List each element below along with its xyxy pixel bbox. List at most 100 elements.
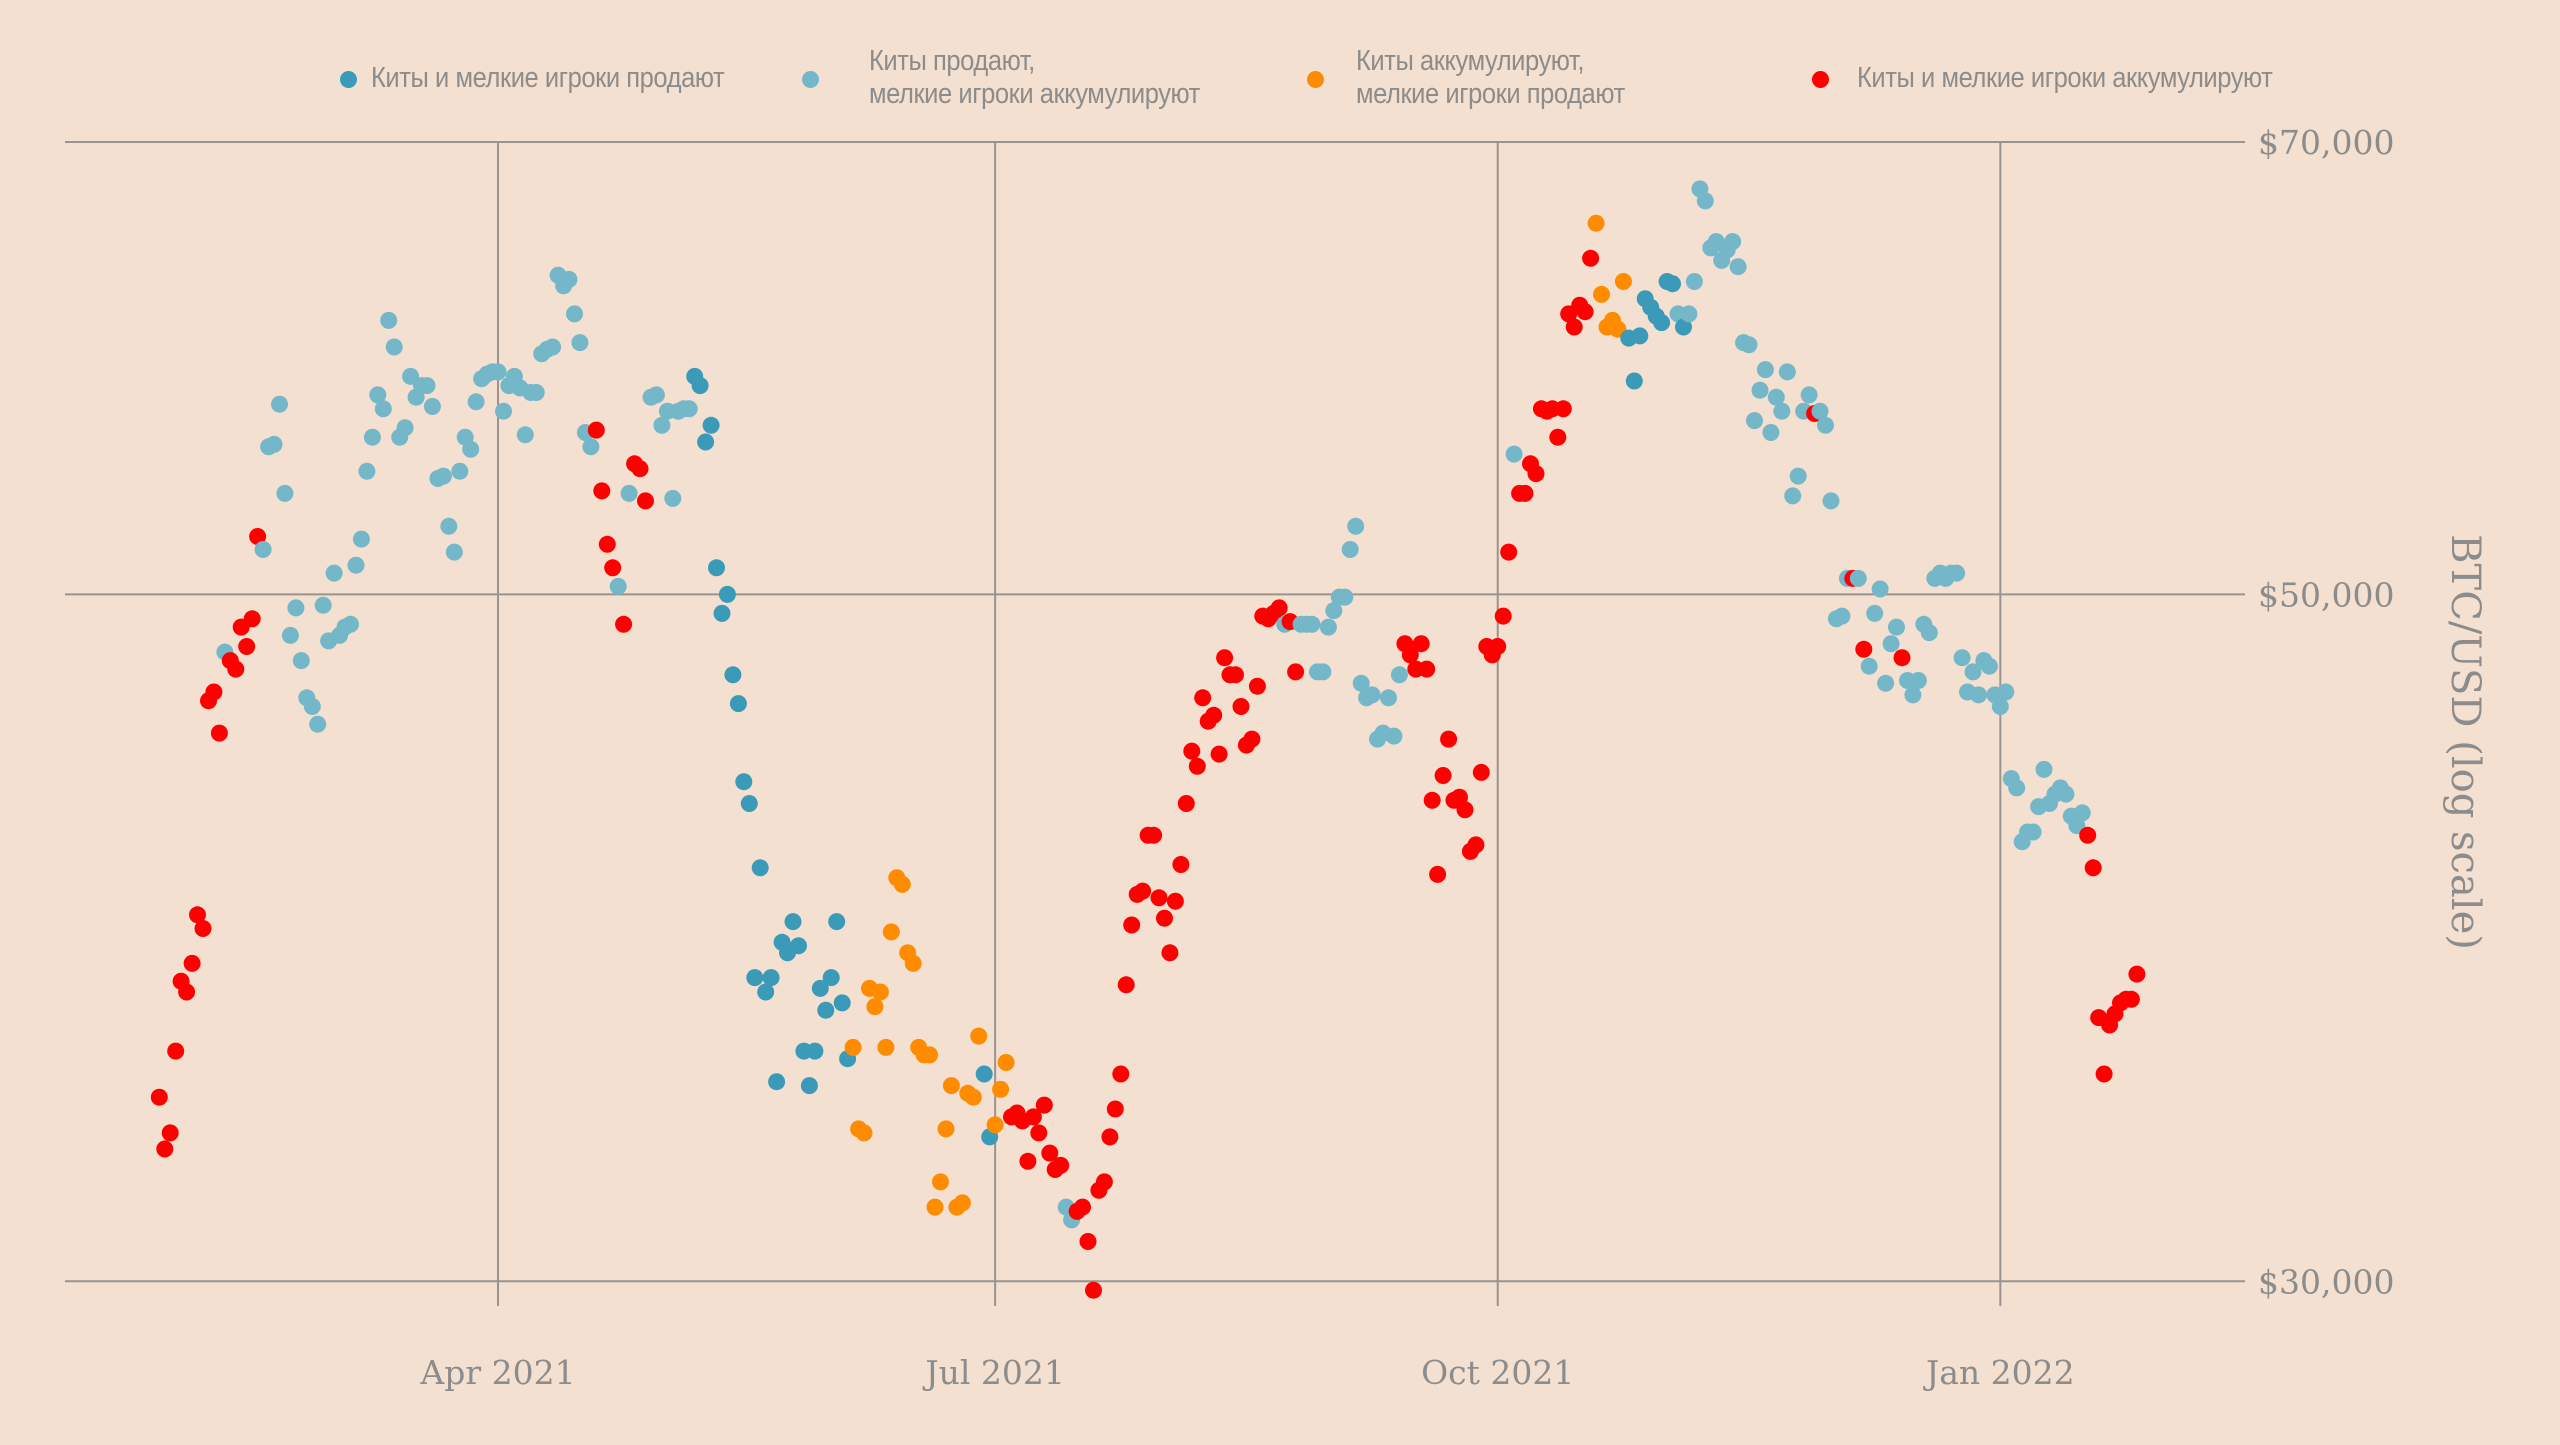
data-point (1860, 657, 1878, 675)
data-point (276, 484, 294, 502)
data-point (1194, 689, 1212, 707)
data-point (593, 482, 611, 500)
data-point (1303, 615, 1321, 633)
data-point (1833, 607, 1851, 625)
data-point (828, 913, 846, 931)
data-point (369, 386, 387, 404)
data-point (1505, 445, 1523, 463)
data-point (1390, 666, 1408, 684)
data-point (1549, 428, 1567, 446)
data-point (2128, 965, 2146, 983)
data-point (1653, 314, 1671, 332)
data-point (1866, 604, 1884, 622)
data-point (1456, 801, 1474, 819)
data-point (1412, 635, 1430, 653)
data-point (953, 1194, 971, 1212)
data-point (1680, 305, 1698, 323)
data-point (1778, 363, 1796, 381)
data-point (1188, 757, 1206, 775)
y-tick-label: $50,000 (2258, 575, 2394, 614)
data-point (1980, 657, 1998, 675)
data-point (757, 983, 775, 1001)
data-point (451, 462, 469, 480)
data-point (1675, 318, 1692, 336)
data-point (1893, 649, 1911, 667)
data-point (735, 773, 753, 791)
data-point (1347, 517, 1365, 535)
legend-item-whales-accumulate-small-sell: Киты аккумулируют, мелкие игроки продают (1307, 45, 1661, 111)
data-point (566, 305, 583, 323)
data-point (1762, 424, 1780, 441)
data-point (587, 421, 605, 439)
data-point (1106, 1100, 1124, 1118)
data-point (1385, 727, 1403, 745)
data-point (921, 1046, 939, 1064)
data-point (2122, 990, 2140, 1008)
data-point (1227, 666, 1244, 684)
data-point (1112, 1065, 1130, 1083)
y-tick-label: $70,000 (2258, 123, 2394, 162)
x-tick-label: Jan 2022 (1923, 1353, 2075, 1392)
data-point (396, 419, 414, 437)
legend-dot-icon (340, 71, 357, 88)
grid (65, 141, 2245, 1306)
data-point (740, 795, 758, 812)
data-point (352, 530, 370, 548)
data-point (691, 377, 709, 395)
data-point (2073, 804, 2091, 822)
data-point (631, 460, 649, 478)
data-point (1287, 663, 1305, 681)
data-point (440, 517, 458, 535)
data-point (604, 559, 622, 577)
data-point (1696, 192, 1714, 210)
data-point (1434, 767, 1452, 784)
data-point (1210, 745, 1228, 763)
data-point (303, 698, 321, 715)
data-point (254, 541, 272, 558)
data-point (598, 535, 616, 553)
data-point (1664, 275, 1681, 293)
data-point (1855, 640, 1873, 658)
data-point (2079, 826, 2097, 844)
data-point (1631, 327, 1649, 345)
data-point (1156, 909, 1173, 927)
data-point (243, 610, 261, 628)
x-tick-label: Oct 2021 (1421, 1353, 1574, 1392)
data-point (1882, 635, 1900, 653)
legend-dot-icon (1812, 71, 1829, 88)
data-point (516, 426, 534, 444)
data-point (762, 969, 780, 987)
data-point (167, 1042, 185, 1060)
data-point (1685, 273, 1703, 290)
data-point (653, 416, 671, 434)
data-point (1248, 677, 1266, 695)
data-point (1079, 1233, 1097, 1250)
data-point (746, 969, 764, 987)
data-point (790, 937, 807, 955)
data-point (347, 556, 365, 574)
data-points (150, 180, 2146, 1299)
data-point (932, 1173, 949, 1191)
data-point (1527, 465, 1545, 483)
data-point (1341, 541, 1359, 558)
data-point (292, 652, 310, 670)
data-point (1052, 1156, 1070, 1174)
data-point (986, 1116, 1004, 1134)
data-point (2024, 823, 2042, 841)
data-point (1429, 865, 1447, 883)
data-point (811, 979, 829, 997)
data-point (1582, 249, 1600, 267)
data-point (992, 1080, 1010, 1098)
data-point (418, 377, 436, 395)
data-point (1773, 402, 1791, 420)
data-point (1030, 1124, 1048, 1142)
data-point (620, 484, 638, 502)
data-point (358, 462, 376, 480)
y-axis-title: BTC/USD (log scale) (2442, 534, 2488, 950)
data-point (1216, 649, 1234, 667)
data-point (363, 428, 381, 446)
data-point (817, 1001, 835, 1019)
data-point (1576, 303, 1594, 321)
data-point (637, 492, 654, 510)
